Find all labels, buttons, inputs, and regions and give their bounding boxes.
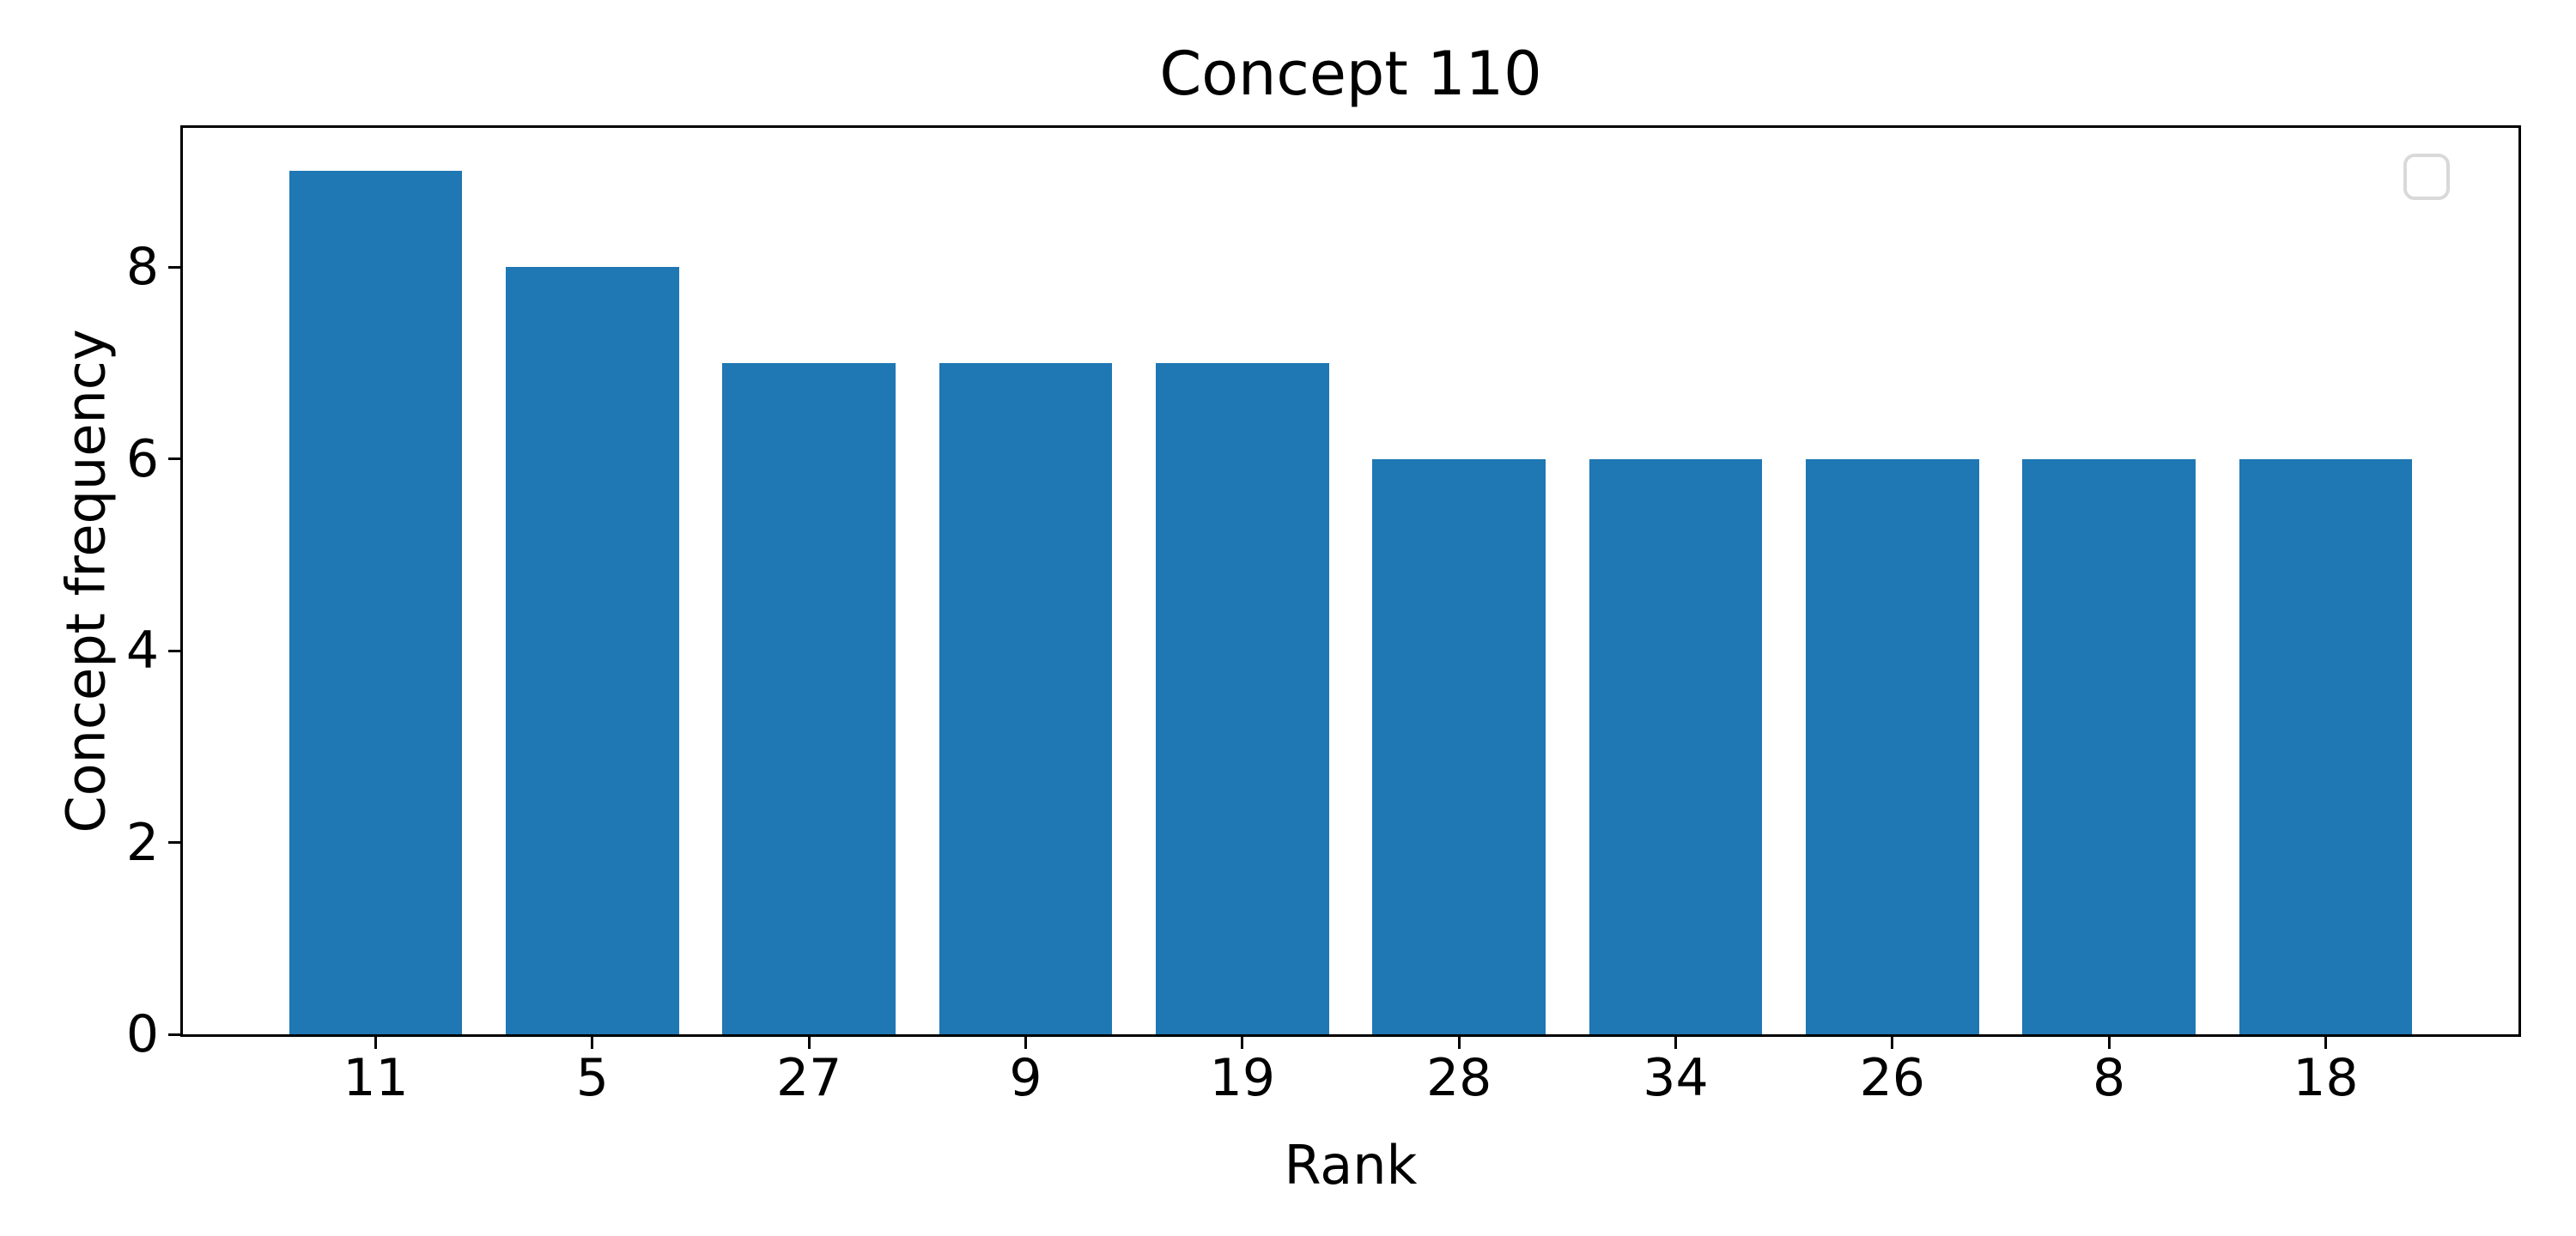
y-tick-label: 0 (125, 1004, 159, 1064)
plot-area (180, 125, 2521, 1037)
x-tick-mark (374, 1037, 378, 1049)
y-axis-label: Concept frequency (54, 329, 118, 833)
y-tick-mark (168, 265, 180, 269)
chart-title: Concept 110 (1159, 39, 1542, 109)
y-tick-mark (168, 649, 180, 652)
bar (2022, 458, 2196, 1034)
bar (289, 171, 463, 1034)
y-tick-mark (168, 841, 180, 844)
bar (1589, 458, 1763, 1034)
bar (722, 362, 896, 1034)
bar (1805, 458, 1979, 1034)
x-tick-label: 26 (1859, 1048, 1925, 1108)
x-tick-label: 8 (2093, 1048, 2126, 1108)
bar (1155, 362, 1329, 1034)
y-tick-label: 2 (125, 812, 159, 873)
y-tick-mark (168, 457, 180, 461)
bar (939, 362, 1113, 1034)
bar (505, 267, 679, 1034)
x-tick-label: 11 (343, 1048, 409, 1108)
x-tick-mark (1891, 1037, 1894, 1049)
bar (2239, 458, 2413, 1034)
x-tick-mark (1024, 1037, 1028, 1049)
x-tick-mark (2324, 1037, 2327, 1049)
x-tick-mark (1241, 1037, 1244, 1049)
y-tick-mark (168, 1033, 180, 1036)
x-axis-label: Rank (1284, 1134, 1418, 1197)
x-tick-mark (807, 1037, 811, 1049)
x-tick-label: 28 (1425, 1048, 1492, 1108)
x-tick-label: 27 (776, 1048, 842, 1108)
x-tick-mark (2107, 1037, 2111, 1049)
bar (1372, 458, 1546, 1034)
x-tick-label: 18 (2293, 1048, 2359, 1108)
x-tick-mark (1674, 1037, 1677, 1049)
x-tick-label: 9 (1009, 1048, 1042, 1108)
x-tick-mark (1457, 1037, 1461, 1049)
x-tick-mark (591, 1037, 594, 1049)
legend-box (2403, 154, 2450, 200)
y-tick-label: 4 (125, 621, 159, 682)
y-tick-label: 6 (125, 428, 159, 489)
x-tick-label: 5 (575, 1048, 609, 1108)
x-tick-label: 34 (1643, 1048, 1709, 1108)
y-tick-label: 8 (125, 237, 159, 298)
x-tick-label: 19 (1209, 1048, 1275, 1108)
